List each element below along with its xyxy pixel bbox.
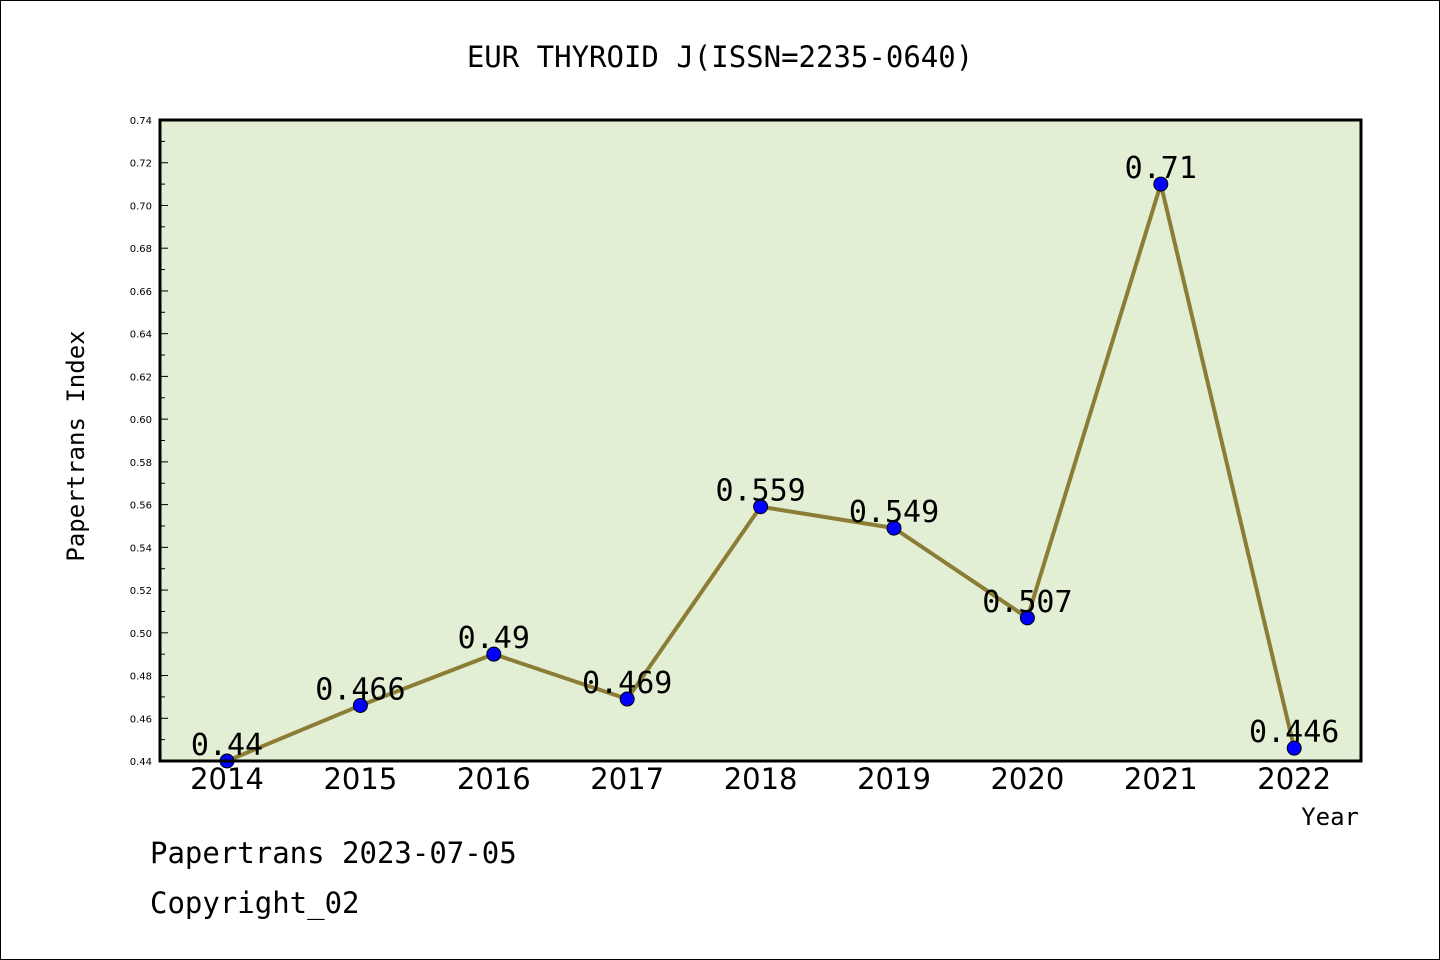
x-axis-label: Year: [1301, 803, 1359, 831]
y-tick-label: 0.56: [130, 501, 152, 512]
y-tick-label: 0.54: [130, 543, 152, 554]
data-point: [352, 697, 368, 713]
x-tick-label: 2018: [724, 762, 798, 796]
y-tick-label: 0.64: [130, 330, 152, 341]
x-tick-label: 2020: [990, 762, 1064, 796]
data-label: 0.446: [1249, 715, 1339, 750]
x-tick-label: 2021: [1124, 762, 1198, 796]
data-label: 0.44: [191, 728, 263, 763]
x-tick-label: 2015: [323, 762, 397, 796]
chart-title: EUR THYROID J(ISSN=2235-0640): [467, 40, 973, 74]
data-label: 0.559: [715, 474, 805, 509]
data-label: 0.49: [458, 621, 530, 656]
data-point: [1153, 176, 1169, 192]
y-tick-label: 0.52: [130, 586, 152, 597]
plot-area: [160, 120, 1361, 761]
y-tick-label: 0.70: [130, 201, 152, 212]
x-tick-label: 2019: [857, 762, 931, 796]
y-axis-label: Papertrans Index: [62, 330, 90, 561]
data-point: [486, 646, 502, 662]
y-tick-label: 0.62: [130, 372, 152, 383]
y-tick-label: 0.72: [130, 159, 152, 170]
x-axis-tick-labels: 2014 2015 2016 2017 2018 2019 2020 2021 2022: [190, 762, 1331, 796]
y-axis-tick-labels: 0.44 0.46 0.48 0.50 0.52 0.54 0.56 0.58 0.60 0.62…: [130, 116, 152, 768]
data-point: [753, 499, 769, 515]
footer-copyright: Copyright_02: [150, 886, 360, 920]
data-label: 0.469: [582, 666, 672, 701]
y-tick-label: 0.74: [130, 116, 152, 127]
y-tick-label: 0.50: [130, 629, 152, 640]
data-point: [886, 520, 902, 536]
y-tick-label: 0.48: [130, 672, 152, 683]
data-label: 0.71: [1125, 151, 1197, 186]
data-label: 0.466: [315, 672, 405, 707]
x-tick-label: 2017: [590, 762, 664, 796]
y-tick-label: 0.58: [130, 458, 152, 469]
data-labels: 0.44 0.466 0.49 0.469 0.559 0.549 0.507 0.71 0.4…: [191, 151, 1339, 763]
footer-date: Papertrans 2023-07-05: [150, 836, 517, 870]
plot-border: [158, 118, 1363, 763]
data-points: [219, 176, 1302, 769]
data-point: [619, 691, 635, 707]
data-label: 0.507: [982, 585, 1072, 620]
x-tick-label: 2022: [1257, 762, 1331, 796]
y-tick-label: 0.68: [130, 244, 152, 255]
data-point: [1286, 740, 1302, 756]
y-tick-label: 0.60: [130, 415, 152, 426]
y-tick-label: 0.46: [130, 714, 152, 725]
y-tick-label: 0.44: [130, 757, 152, 768]
data-point: [1019, 610, 1035, 626]
y-tick-label: 0.66: [130, 287, 152, 298]
x-tick-label: 2016: [457, 762, 531, 796]
data-label: 0.549: [849, 495, 939, 530]
